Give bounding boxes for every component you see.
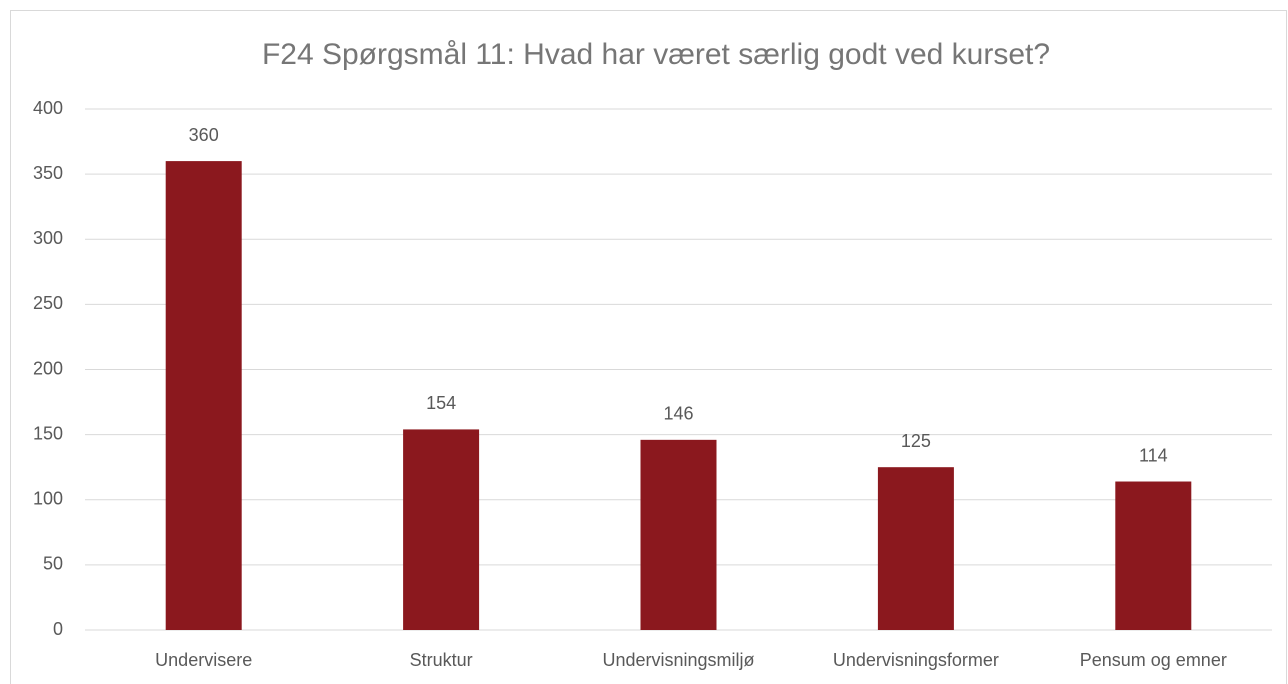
- y-tick-label: 150: [33, 423, 63, 443]
- y-tick-label: 100: [33, 489, 63, 509]
- bar: [403, 429, 480, 630]
- y-tick-label: 350: [33, 163, 63, 183]
- y-tick-label: 300: [33, 228, 63, 248]
- data-label: 125: [901, 431, 931, 451]
- x-tick-label: Pensum og emner: [1080, 650, 1227, 670]
- y-tick-label: 0: [53, 619, 63, 639]
- x-tick-label: Undervisningsmiljø: [602, 650, 754, 670]
- x-tick-label: Undervisningsformer: [833, 650, 999, 670]
- bar: [1115, 481, 1192, 630]
- y-tick-label: 50: [43, 554, 63, 574]
- data-label: 360: [189, 125, 219, 145]
- data-label: 146: [663, 404, 693, 424]
- y-tick-label: 400: [33, 98, 63, 118]
- x-tick-label: Struktur: [410, 650, 473, 670]
- bar: [165, 161, 242, 630]
- chart-title: F24 Spørgsmål 11: Hvad har været særlig …: [262, 38, 1050, 71]
- data-label: 114: [1139, 445, 1168, 465]
- bar: [640, 439, 717, 630]
- y-tick-label: 250: [33, 293, 63, 313]
- data-label: 154: [426, 393, 456, 413]
- y-tick-label: 200: [33, 358, 63, 378]
- x-tick-label: Undervisere: [155, 650, 252, 670]
- bar: [877, 467, 954, 630]
